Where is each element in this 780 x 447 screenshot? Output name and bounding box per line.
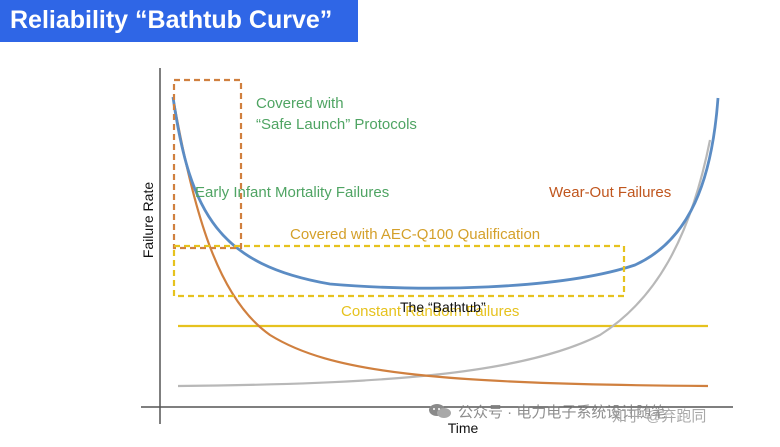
safe-launch-label-line1: Covered with <box>256 95 344 112</box>
constant-failures-label: Constant Random Failures <box>341 303 519 320</box>
aec-q100-label: Covered with AEC-Q100 Qualification <box>290 226 540 243</box>
x-axis-label: Time <box>448 420 479 436</box>
infant-mortality-curve <box>172 102 709 388</box>
safe-launch-label-line2: “Safe Launch” Protocols <box>256 116 417 133</box>
aec-q100-box <box>172 244 626 298</box>
wechat-icon <box>429 404 451 418</box>
title-banner: Reliability “Bathtub Curve” <box>0 0 358 42</box>
wearout-curve <box>177 139 712 388</box>
slide-title: Reliability “Bathtub Curve” <box>10 6 333 34</box>
safe-launch-box <box>172 78 243 250</box>
bathtub-curve <box>171 96 720 290</box>
zhihu-watermark: 知乎 @弃跑同 <box>612 408 706 425</box>
bathtub-label: The “Bathtub” <box>400 299 486 315</box>
y-axis-label: Failure Rate <box>140 182 156 258</box>
early-failures-label: Early Infant Mortality Failures <box>195 184 389 201</box>
wearout-failures-label: Wear-Out Failures <box>549 184 671 201</box>
wechat-watermark: 公众号 · 电力电子系统设计随笔 <box>458 404 666 421</box>
